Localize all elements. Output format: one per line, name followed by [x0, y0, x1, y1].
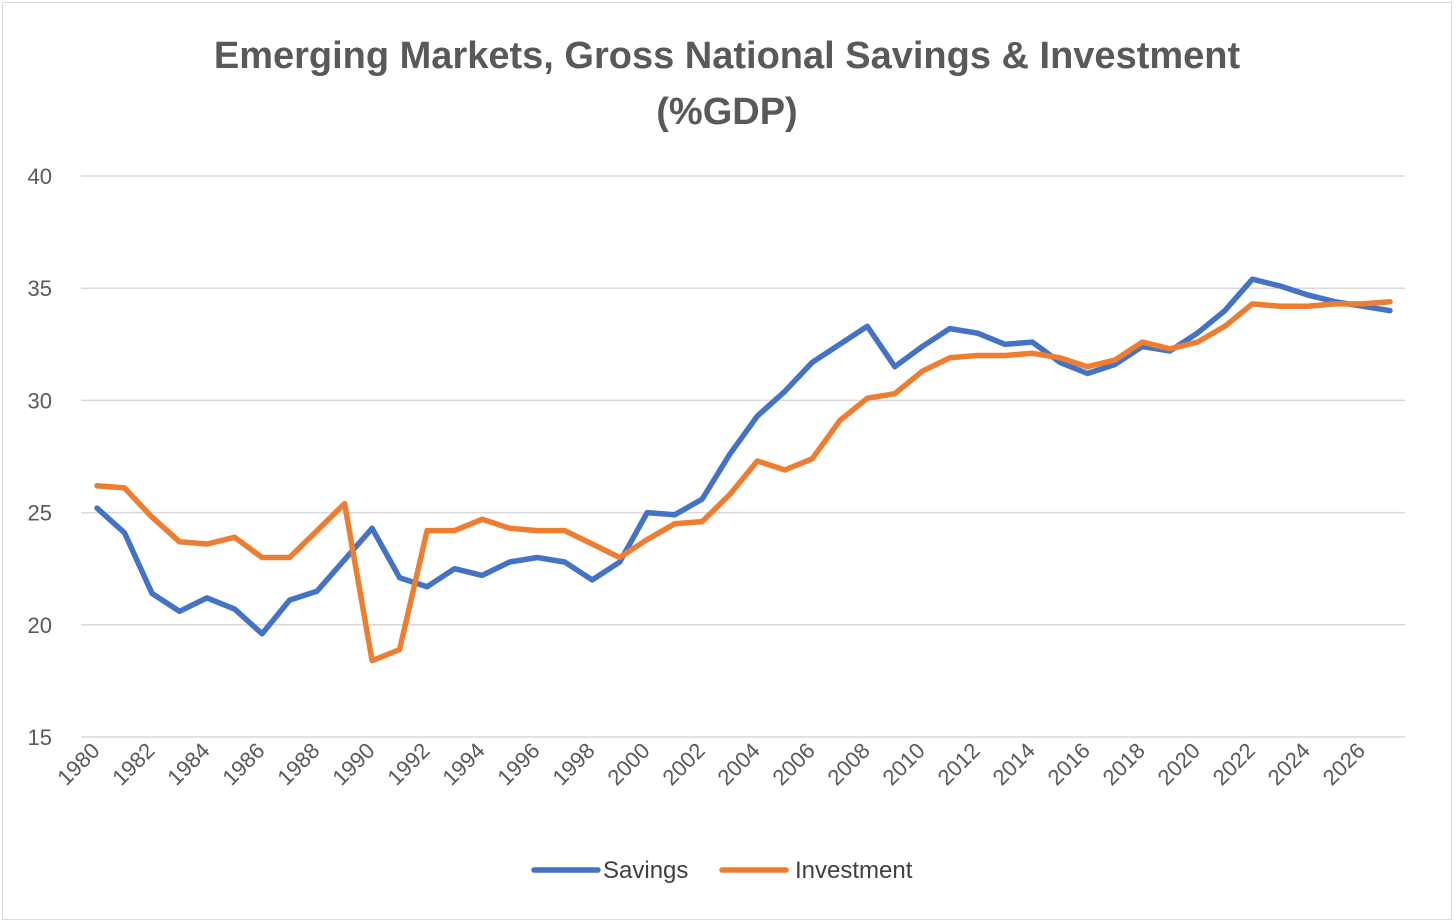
x-tick-label-2004: 2004 — [712, 738, 764, 790]
legend-label-savings: Savings — [603, 857, 688, 884]
gridlines — [81, 175, 1405, 738]
x-tick-label-1990: 1990 — [327, 738, 379, 790]
y-tick-label-40: 40 — [28, 164, 52, 189]
x-tick-label-2026: 2026 — [1318, 738, 1370, 790]
x-tick-label-2012: 2012 — [933, 738, 985, 790]
x-tick-label-2002: 2002 — [657, 738, 709, 790]
y-tick-label-25: 25 — [28, 501, 52, 526]
y-axis-ticks: 15 20 25 30 35 40 — [28, 164, 52, 750]
y-tick-label-20: 20 — [28, 613, 52, 638]
x-tick-label-1994: 1994 — [437, 738, 489, 790]
x-tick-label-1988: 1988 — [272, 738, 324, 790]
x-tick-label-2016: 2016 — [1043, 738, 1095, 790]
x-tick-label-2010: 2010 — [878, 738, 930, 790]
x-tick-label-1982: 1982 — [107, 738, 159, 790]
x-tick-label-2022: 2022 — [1208, 738, 1260, 790]
x-tick-label-1986: 1986 — [217, 738, 269, 790]
x-tick-label-1992: 1992 — [382, 738, 434, 790]
legend-label-investment: Investment — [795, 857, 913, 884]
x-tick-label-2020: 2020 — [1153, 738, 1205, 790]
x-axis-ticks: 1980 1982 1984 1986 1988 1990 1992 1994 1996 1998… — [52, 738, 1370, 790]
x-tick-label-1996: 1996 — [492, 738, 544, 790]
chart-title-line-1: Emerging Markets, Gross National Savings… — [214, 35, 1241, 77]
x-tick-label-1984: 1984 — [162, 738, 214, 790]
y-tick-label-35: 35 — [28, 276, 52, 301]
x-tick-label-2014: 2014 — [988, 738, 1040, 790]
x-tick-label-2000: 2000 — [602, 738, 654, 790]
x-tick-label-2008: 2008 — [823, 738, 875, 790]
chart-title-line-2: (%GDP) — [656, 91, 797, 133]
x-tick-label-1998: 1998 — [547, 738, 599, 790]
y-tick-label-15: 15 — [28, 725, 52, 750]
x-tick-label-2006: 2006 — [768, 738, 820, 790]
x-tick-label-1980: 1980 — [52, 738, 104, 790]
x-tick-label-2018: 2018 — [1098, 738, 1150, 790]
x-tick-label-2024: 2024 — [1263, 738, 1315, 790]
y-tick-label-30: 30 — [28, 388, 52, 413]
series-line-investment — [94, 298, 1393, 664]
legend: Savings Investment — [531, 857, 913, 884]
series-lines — [94, 276, 1393, 664]
